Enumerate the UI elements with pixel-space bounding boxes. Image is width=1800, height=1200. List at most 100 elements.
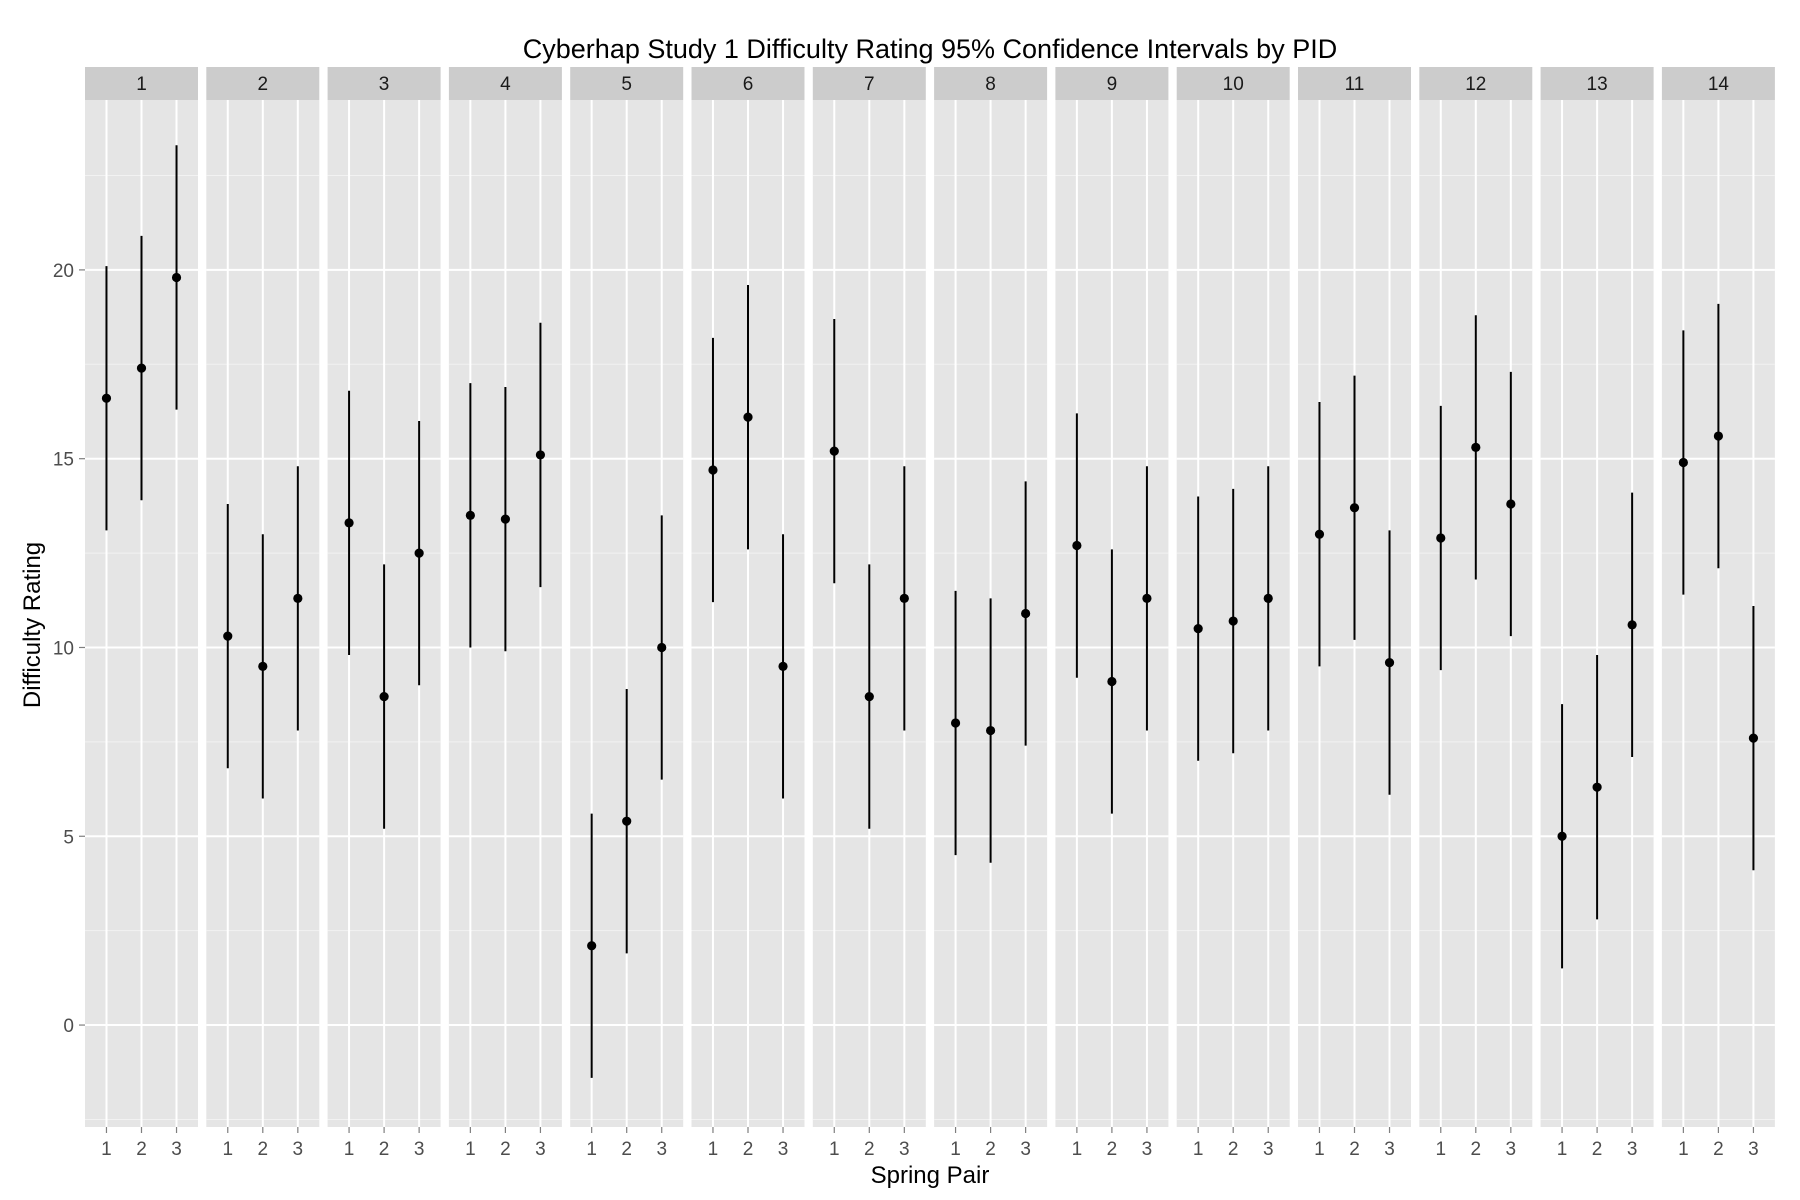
x-tick-label: 2 [985,1139,996,1160]
mean-point [1471,442,1481,452]
x-tick-label: 2 [1107,1139,1118,1160]
mean-point [344,518,354,528]
x-tick-label: 3 [1627,1139,1638,1160]
x-tick-label: 3 [1142,1139,1153,1160]
x-tick-label: 3 [1020,1139,1031,1160]
x-tick-label: 2 [500,1139,511,1160]
mean-point [1678,457,1688,468]
mean-point [708,465,718,475]
mean-point [414,548,424,558]
mean-point [1713,431,1723,441]
mean-point [101,393,112,403]
mean-point [622,816,632,826]
strip-label: 10 [1223,74,1244,95]
x-tick-label: 1 [344,1139,355,1160]
x-tick-label: 2 [1592,1139,1603,1160]
mean-point [899,593,909,603]
strip-background [327,67,441,100]
strip-background [1540,67,1654,100]
mean-point [500,514,510,524]
y-tick-label: 20 [53,261,74,282]
x-tick-label: 2 [621,1139,632,1160]
mean-point [258,661,268,671]
mean-point [379,691,389,702]
strip-label: 7 [864,74,875,95]
mean-point [1384,657,1395,668]
x-tick-label: 1 [465,1139,476,1160]
mean-point [293,593,303,603]
strip-label: 2 [258,74,269,95]
x-tick-label: 2 [743,1139,754,1160]
x-tick-label: 3 [293,1139,304,1160]
mean-point [1349,503,1360,513]
strip-label: 9 [1107,74,1118,95]
facet-panel-9: 9 1 2 3 [1055,67,1169,1160]
strip-background [206,67,320,100]
x-tick-label: 3 [1263,1139,1274,1160]
x-tick-label: 3 [656,1139,667,1160]
strip-label: 4 [500,74,511,95]
x-tick-label: 3 [1506,1139,1517,1160]
mean-point [864,691,874,702]
x-tick-label: 1 [829,1139,840,1160]
strip-label: 14 [1708,74,1730,95]
x-tick-label: 1 [1678,1139,1689,1160]
x-tick-label: 3 [1384,1139,1395,1160]
facet-panel-13: 13 1 2 3 [1540,67,1654,1160]
x-tick-label: 3 [899,1139,910,1160]
mean-point [657,642,667,653]
y-axis: 0 5 10 15 20 [53,261,85,1037]
x-tick-label: 3 [414,1139,425,1160]
x-tick-label: 1 [1435,1139,1446,1160]
x-tick-label: 1 [101,1139,112,1160]
strip-label: 5 [621,74,632,95]
facet-panel-8: 8 1 2 3 [934,67,1048,1160]
x-tick-label: 1 [222,1139,233,1160]
strip-background [934,67,1048,100]
x-tick-label: 2 [1349,1139,1360,1160]
x-tick-label: 1 [950,1139,961,1160]
x-tick-label: 2 [379,1139,390,1160]
strip-label: 3 [379,74,390,95]
mean-point [1436,533,1446,543]
facet-panel-1: 1 1 2 3 [85,67,198,1160]
y-tick-label: 10 [53,638,74,659]
x-tick-label: 1 [1314,1139,1325,1160]
strip-background [448,67,562,100]
facet-panel-5: 5 1 2 3 [570,67,684,1160]
x-tick-label: 1 [1193,1139,1204,1160]
mean-point [1627,620,1637,630]
mean-point [1506,499,1516,509]
mean-point [1021,608,1031,619]
mean-point [171,272,182,283]
x-tick-label: 2 [1713,1139,1724,1160]
x-tick-label: 2 [1471,1139,1482,1160]
strip-background [1055,67,1169,100]
strip-background [1661,67,1775,100]
mean-point [778,661,788,671]
x-tick-label: 3 [535,1139,546,1160]
mean-point [1748,733,1759,743]
strip-background [1419,67,1533,100]
mean-point [1228,616,1238,626]
facet-panel-14: 14 1 2 3 [1661,67,1775,1160]
x-tick-label: 2 [258,1139,269,1160]
mean-point [465,510,475,520]
mean-point [136,363,147,373]
mean-point [950,718,961,728]
x-tick-label: 3 [1748,1139,1759,1160]
mean-point [1142,593,1152,603]
facet-panel-11: 111 2 3 [1298,67,1411,1160]
strip-label: 11 [1345,74,1365,95]
x-tick-label: 3 [778,1139,789,1160]
mean-point [1193,624,1203,634]
y-tick-label: 15 [53,450,74,471]
y-tick-label: 0 [63,1016,74,1037]
y-axis-title: Difficulty Rating [19,542,46,708]
mean-point [743,412,753,422]
x-tick-label: 2 [1228,1139,1239,1160]
mean-point [535,450,546,460]
mean-point [986,725,996,736]
strip-background [85,67,198,100]
